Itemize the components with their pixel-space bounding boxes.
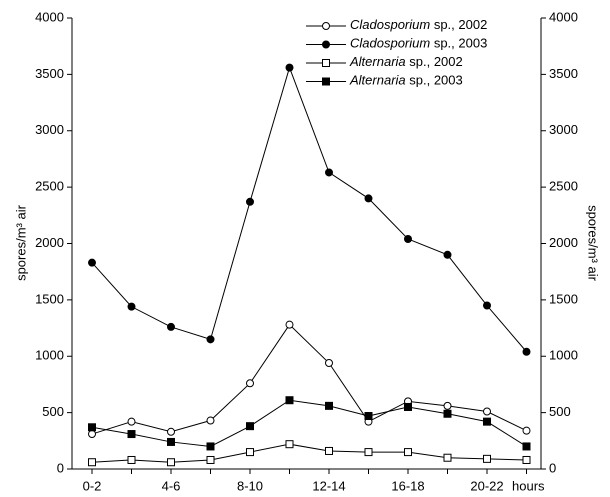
marker: [364, 412, 373, 421]
x-tick-label: 16-18: [391, 478, 424, 493]
series-line: [91, 66, 527, 353]
marker: [246, 197, 254, 206]
marker: [404, 448, 412, 457]
series-line: [91, 323, 527, 435]
y-tick-label: 2000: [35, 235, 64, 250]
marker: [443, 453, 452, 462]
y2-tick-label: 1500: [549, 291, 578, 306]
x-tick-label: 8-10: [237, 478, 263, 493]
marker: [206, 442, 215, 451]
y2-tick-label: 500: [549, 404, 571, 419]
y-tick-label: 1500: [35, 291, 64, 306]
legend-label: Cladosporium sp., 2003: [350, 36, 487, 51]
marker: [443, 409, 452, 418]
marker: [206, 335, 215, 344]
x-tick-label: 4-6: [162, 478, 181, 493]
marker: [167, 437, 175, 446]
y-tick-label: 2500: [35, 179, 64, 194]
marker: [443, 250, 452, 259]
y2-tick-label: 3000: [549, 122, 578, 137]
y2-tick-label: 2500: [549, 179, 578, 194]
marker: [325, 359, 333, 368]
marker: [322, 77, 330, 86]
marker: [88, 258, 96, 267]
marker: [483, 407, 491, 416]
series-line: [91, 443, 527, 463]
marker: [285, 440, 294, 449]
marker: [167, 458, 175, 467]
marker: [325, 401, 333, 410]
marker: [167, 322, 175, 331]
y2-tick-label: 2000: [549, 235, 578, 250]
marker: [246, 379, 254, 388]
y-tick-label: 1000: [35, 348, 64, 363]
y-tick-label: 500: [42, 404, 64, 419]
y2-axis-label: spores/m³ air: [586, 205, 601, 282]
marker: [325, 446, 333, 455]
legend: Cladosporium sp., 2002 Cladosporium sp., …: [306, 17, 487, 88]
marker: [443, 401, 452, 410]
marker: [364, 448, 373, 457]
x-tick-label: 12-14: [312, 478, 345, 493]
marker: [285, 396, 294, 405]
marker: [522, 347, 531, 356]
marker: [88, 423, 96, 432]
y2-tick-label: 0: [549, 460, 556, 475]
marker: [404, 402, 412, 411]
x-axis-label: hours: [512, 478, 545, 493]
y2-tick-label: 1000: [549, 348, 578, 363]
marker: [322, 59, 330, 67]
marker: [322, 40, 330, 49]
marker: [167, 427, 175, 436]
legend-label: Alternaria sp., 2003: [349, 73, 463, 88]
marker: [88, 430, 96, 439]
marker: [325, 168, 333, 177]
marker: [127, 430, 136, 439]
marker: [483, 301, 491, 310]
y-tick-label: 3000: [35, 122, 64, 137]
marker: [483, 454, 491, 463]
marker: [404, 234, 412, 243]
y-axis-label: spores/m³ air: [13, 204, 28, 281]
x-tick-label: 0-2: [83, 478, 102, 493]
y2-tick-label: 3500: [549, 66, 578, 81]
y2-tick-label: 4000: [549, 9, 578, 24]
legend-label: Cladosporium sp., 2002: [350, 17, 487, 32]
y-tick-label: 0: [57, 460, 64, 475]
marker: [246, 422, 254, 431]
marker: [206, 455, 215, 464]
y-tick-label: 3500: [35, 66, 64, 81]
series-line: [91, 399, 527, 447]
marker: [127, 302, 136, 311]
marker: [127, 455, 136, 464]
marker: [127, 417, 136, 426]
marker: [246, 448, 254, 457]
marker: [285, 320, 294, 329]
marker: [522, 426, 531, 435]
marker: [322, 22, 330, 30]
marker: [522, 455, 531, 464]
marker: [522, 442, 531, 451]
marker: [364, 194, 373, 203]
marker: [88, 458, 96, 467]
marker: [285, 63, 294, 72]
marker: [483, 417, 491, 426]
y-tick-label: 4000: [35, 9, 64, 24]
x-tick-label: 20-22: [470, 478, 503, 493]
marker: [206, 416, 215, 425]
legend-label: Alternaria sp., 2002: [349, 54, 463, 69]
